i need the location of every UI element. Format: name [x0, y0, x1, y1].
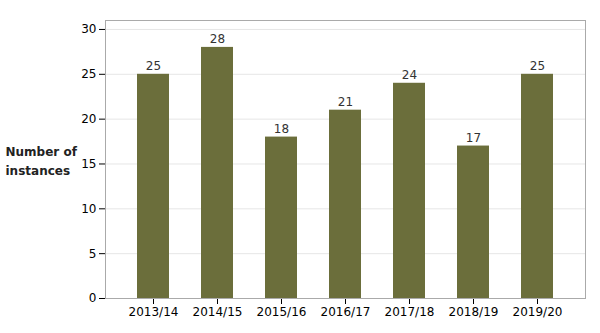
svg-text:2015/16: 2015/16	[257, 305, 307, 319]
svg-text:25: 25	[81, 67, 96, 81]
svg-text:17: 17	[466, 131, 481, 145]
svg-text:2019/20: 2019/20	[513, 305, 563, 319]
svg-text:25: 25	[146, 59, 161, 73]
svg-text:20: 20	[81, 112, 96, 126]
svg-text:18: 18	[274, 122, 289, 136]
svg-text:2017/18: 2017/18	[385, 305, 435, 319]
svg-text:24: 24	[402, 68, 417, 82]
svg-text:Number ofinstances: Number ofinstances	[6, 145, 78, 178]
svg-text:2013/14: 2013/14	[129, 305, 179, 319]
svg-text:30: 30	[81, 22, 96, 36]
svg-text:2014/15: 2014/15	[193, 305, 243, 319]
svg-text:28: 28	[210, 32, 225, 46]
svg-text:25: 25	[530, 59, 545, 73]
svg-text:2018/19: 2018/19	[449, 305, 499, 319]
svg-text:5: 5	[89, 247, 97, 261]
svg-text:0: 0	[89, 291, 97, 305]
svg-text:21: 21	[338, 95, 353, 109]
svg-text:10: 10	[81, 202, 96, 216]
svg-text:2016/17: 2016/17	[321, 305, 371, 319]
svg-text:15: 15	[81, 157, 96, 171]
